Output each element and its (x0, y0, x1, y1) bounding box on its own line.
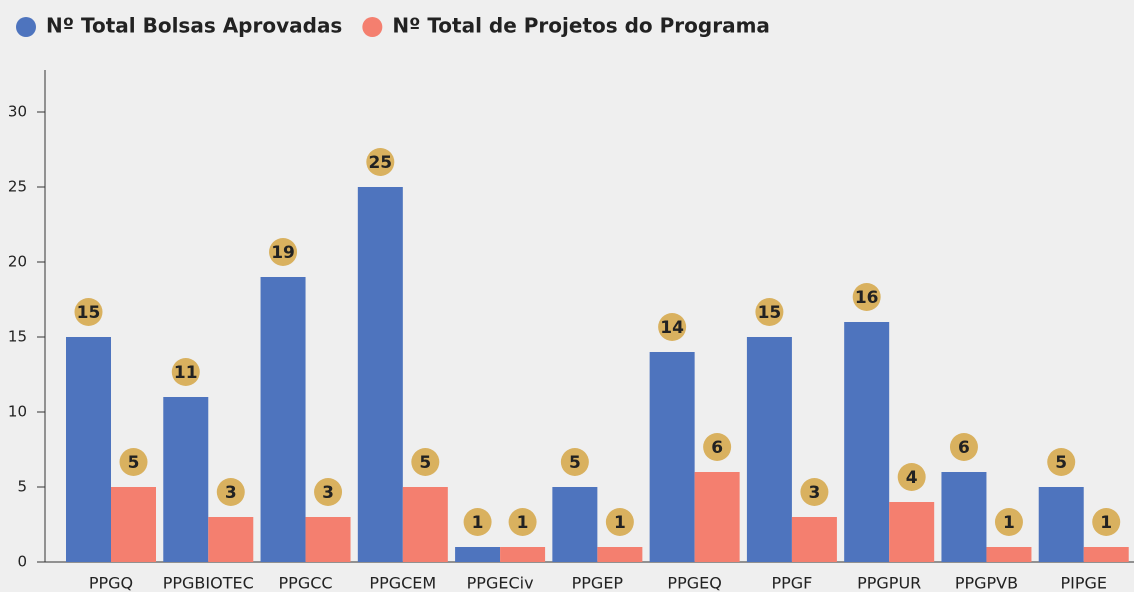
value-label: 1 (472, 513, 484, 533)
value-badge (269, 238, 298, 266)
bar (694, 472, 740, 562)
value-label: 1 (1003, 513, 1015, 533)
y-tick-label: 5 (17, 478, 27, 496)
value-label: 19 (271, 243, 295, 263)
y-tick-label: 15 (8, 328, 27, 346)
value-label: 6 (711, 438, 723, 458)
bar (986, 547, 1032, 562)
value-label: 3 (225, 483, 237, 503)
x-tick-label: PPGCEM (369, 574, 436, 592)
value-label: 5 (128, 453, 140, 473)
y-tick-label: 10 (8, 403, 27, 421)
value-label: 15 (77, 303, 101, 323)
bar (402, 487, 448, 562)
bar (649, 352, 695, 562)
value-label: 11 (174, 363, 198, 383)
x-tick-label: PPGEP (572, 574, 624, 592)
y-tick-label: 30 (8, 103, 27, 121)
value-badge (897, 463, 926, 491)
value-label: 5 (1055, 453, 1067, 473)
bar (889, 502, 935, 562)
bar (597, 547, 643, 562)
value-badge (171, 358, 200, 386)
value-label: 14 (660, 318, 684, 338)
value-badge (560, 448, 589, 476)
value-label: 1 (614, 513, 626, 533)
x-tick-label: PPGBIOTEC (163, 574, 254, 592)
legend-label: Nº Total Bolsas Aprovadas (46, 14, 342, 38)
value-label: 1 (517, 513, 529, 533)
value-badge (1047, 448, 1076, 476)
x-tick-label: PPGPUR (857, 574, 921, 592)
y-tick-label: 25 (8, 178, 27, 196)
value-badge (119, 448, 148, 476)
value-badge (366, 148, 395, 176)
x-tick-label: PPGEQ (667, 574, 721, 592)
bar (111, 487, 156, 562)
bar (791, 517, 837, 562)
x-tick-label: PPGECiv (467, 574, 534, 592)
value-label: 5 (419, 453, 431, 473)
bar (746, 337, 792, 562)
legend-swatch (16, 17, 36, 37)
value-badge (1092, 508, 1121, 536)
y-tick-label: 20 (8, 253, 27, 271)
bar (305, 517, 351, 562)
value-badge (605, 508, 634, 536)
value-badge (994, 508, 1023, 536)
value-badge (216, 478, 245, 506)
legend-swatch (362, 17, 383, 37)
value-badge (800, 478, 829, 506)
value-label: 25 (368, 153, 392, 173)
x-tick-label: PPGF (771, 574, 812, 592)
value-label: 5 (569, 453, 581, 473)
value-badge (411, 448, 440, 476)
bar (500, 547, 546, 562)
value-badge (852, 283, 881, 311)
value-badge (314, 478, 343, 506)
value-badge (74, 298, 103, 326)
value-badge (949, 433, 978, 461)
bar (941, 472, 987, 562)
value-badge (658, 313, 687, 341)
bar (844, 322, 890, 562)
x-tick-label: PPGCC (279, 574, 333, 592)
x-tick-label: PPGPVB (955, 574, 1018, 592)
value-label: 3 (322, 483, 334, 503)
value-badge (755, 298, 784, 326)
bar (455, 547, 501, 562)
value-label: 6 (958, 438, 970, 458)
value-badge (508, 508, 537, 536)
bar (208, 517, 254, 562)
bar (552, 487, 598, 562)
bar (357, 187, 403, 562)
bar (1083, 547, 1129, 562)
x-tick-label: PIPGE (1060, 574, 1107, 592)
x-tick-label: PPGQ (89, 574, 133, 592)
bar (260, 277, 306, 562)
legend-label: Nº Total de Projetos do Programa (392, 14, 770, 38)
value-label: 1 (1100, 513, 1112, 533)
value-badge (703, 433, 732, 461)
bar (1038, 487, 1084, 562)
bar (163, 397, 209, 562)
value-label: 15 (758, 303, 782, 323)
value-label: 3 (808, 483, 820, 503)
value-label: 16 (855, 288, 879, 308)
value-badge (463, 508, 492, 536)
y-tick-label: 0 (17, 553, 27, 571)
bar (66, 337, 111, 562)
value-label: 4 (906, 468, 918, 488)
